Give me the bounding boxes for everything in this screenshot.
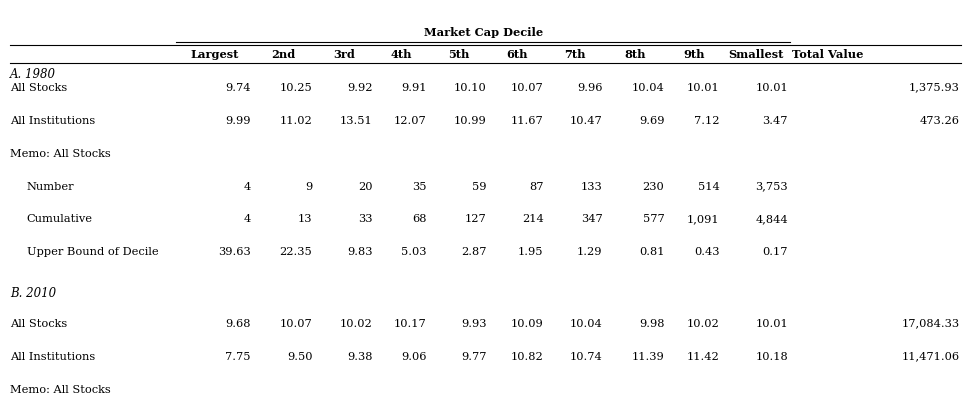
Text: 5th: 5th bbox=[448, 49, 469, 60]
Text: 10.10: 10.10 bbox=[453, 83, 486, 92]
Text: 1.29: 1.29 bbox=[577, 247, 603, 257]
Text: 11,471.06: 11,471.06 bbox=[901, 351, 959, 361]
Text: 10.07: 10.07 bbox=[511, 83, 544, 92]
Text: Upper Bound of Decile: Upper Bound of Decile bbox=[27, 247, 158, 257]
Text: 10.99: 10.99 bbox=[453, 115, 486, 125]
Text: 577: 577 bbox=[643, 214, 664, 224]
Text: 214: 214 bbox=[521, 214, 544, 224]
Text: Memo: All Stocks: Memo: All Stocks bbox=[10, 384, 111, 393]
Text: 6th: 6th bbox=[506, 49, 527, 60]
Text: 9.96: 9.96 bbox=[577, 83, 603, 92]
Text: 10.01: 10.01 bbox=[755, 83, 788, 92]
Text: 11.02: 11.02 bbox=[280, 115, 313, 125]
Text: 3rd: 3rd bbox=[333, 49, 355, 60]
Text: 17,084.33: 17,084.33 bbox=[901, 318, 959, 328]
Text: 33: 33 bbox=[357, 214, 372, 224]
Text: All Institutions: All Institutions bbox=[10, 351, 95, 361]
Text: Number: Number bbox=[27, 181, 75, 191]
Text: 9.69: 9.69 bbox=[639, 115, 664, 125]
Text: 7.12: 7.12 bbox=[694, 115, 720, 125]
Text: 133: 133 bbox=[581, 181, 603, 191]
Text: 11.67: 11.67 bbox=[511, 115, 544, 125]
Text: 4th: 4th bbox=[390, 49, 412, 60]
Text: 1,091: 1,091 bbox=[686, 214, 720, 224]
Text: 10.02: 10.02 bbox=[340, 318, 372, 328]
Text: 9.74: 9.74 bbox=[225, 83, 251, 92]
Text: 9th: 9th bbox=[684, 49, 705, 60]
Text: 0.17: 0.17 bbox=[762, 247, 788, 257]
Text: 9.38: 9.38 bbox=[347, 351, 372, 361]
Text: Market Cap Decile: Market Cap Decile bbox=[423, 27, 543, 38]
Text: 9.91: 9.91 bbox=[401, 83, 426, 92]
Text: 3.47: 3.47 bbox=[762, 115, 788, 125]
Text: Cumulative: Cumulative bbox=[27, 214, 93, 224]
Text: 2nd: 2nd bbox=[271, 49, 295, 60]
Text: 9.83: 9.83 bbox=[347, 247, 372, 257]
Text: 8th: 8th bbox=[624, 49, 646, 60]
Text: 9.92: 9.92 bbox=[347, 83, 372, 92]
Text: 10.07: 10.07 bbox=[280, 318, 313, 328]
Text: 0.81: 0.81 bbox=[639, 247, 664, 257]
Text: Total Value: Total Value bbox=[792, 49, 863, 60]
Text: 59: 59 bbox=[472, 181, 486, 191]
Text: 4: 4 bbox=[243, 181, 251, 191]
Text: 3,753: 3,753 bbox=[755, 181, 788, 191]
Text: 9.99: 9.99 bbox=[225, 115, 251, 125]
Text: 347: 347 bbox=[581, 214, 603, 224]
Text: Smallest: Smallest bbox=[728, 49, 784, 60]
Text: 2.87: 2.87 bbox=[461, 247, 486, 257]
Text: All Stocks: All Stocks bbox=[10, 83, 67, 92]
Text: 10.02: 10.02 bbox=[686, 318, 720, 328]
Text: 9.50: 9.50 bbox=[286, 351, 313, 361]
Text: 35: 35 bbox=[412, 181, 426, 191]
Text: 0.43: 0.43 bbox=[694, 247, 720, 257]
Text: 9.77: 9.77 bbox=[461, 351, 486, 361]
Text: 9.98: 9.98 bbox=[639, 318, 664, 328]
Text: Largest: Largest bbox=[190, 49, 239, 60]
Text: 7.75: 7.75 bbox=[225, 351, 251, 361]
Text: 20: 20 bbox=[357, 181, 372, 191]
Text: 12.07: 12.07 bbox=[394, 115, 426, 125]
Text: 10.74: 10.74 bbox=[570, 351, 603, 361]
Text: 1.95: 1.95 bbox=[519, 247, 544, 257]
Text: A. 1980: A. 1980 bbox=[10, 68, 55, 81]
Text: 5.03: 5.03 bbox=[401, 247, 426, 257]
Text: 4: 4 bbox=[243, 214, 251, 224]
Text: 10.18: 10.18 bbox=[755, 351, 788, 361]
Text: 11.42: 11.42 bbox=[686, 351, 720, 361]
Text: 9: 9 bbox=[305, 181, 313, 191]
Text: 473.26: 473.26 bbox=[920, 115, 959, 125]
Text: 9.68: 9.68 bbox=[225, 318, 251, 328]
Text: 10.01: 10.01 bbox=[755, 318, 788, 328]
Text: 10.25: 10.25 bbox=[280, 83, 313, 92]
Text: 4,844: 4,844 bbox=[755, 214, 788, 224]
Text: 230: 230 bbox=[643, 181, 664, 191]
Text: 127: 127 bbox=[465, 214, 486, 224]
Text: All Stocks: All Stocks bbox=[10, 318, 67, 328]
Text: 13.51: 13.51 bbox=[340, 115, 372, 125]
Text: 10.47: 10.47 bbox=[570, 115, 603, 125]
Text: 11.39: 11.39 bbox=[632, 351, 664, 361]
Text: B. 2010: B. 2010 bbox=[10, 286, 56, 299]
Text: 10.82: 10.82 bbox=[511, 351, 544, 361]
Text: Memo: All Stocks: Memo: All Stocks bbox=[10, 148, 111, 158]
Text: 87: 87 bbox=[529, 181, 544, 191]
Text: 9.93: 9.93 bbox=[461, 318, 486, 328]
Text: 10.17: 10.17 bbox=[394, 318, 426, 328]
Text: 10.04: 10.04 bbox=[632, 83, 664, 92]
Text: 7th: 7th bbox=[564, 49, 586, 60]
Text: 10.04: 10.04 bbox=[570, 318, 603, 328]
Text: 9.06: 9.06 bbox=[401, 351, 426, 361]
Text: All Institutions: All Institutions bbox=[10, 115, 95, 125]
Text: 1,375.93: 1,375.93 bbox=[909, 83, 959, 92]
Text: 10.01: 10.01 bbox=[686, 83, 720, 92]
Text: 10.09: 10.09 bbox=[511, 318, 544, 328]
Text: 13: 13 bbox=[298, 214, 313, 224]
Text: 68: 68 bbox=[412, 214, 426, 224]
Text: 22.35: 22.35 bbox=[280, 247, 313, 257]
Text: 514: 514 bbox=[698, 181, 720, 191]
Text: 39.63: 39.63 bbox=[218, 247, 251, 257]
